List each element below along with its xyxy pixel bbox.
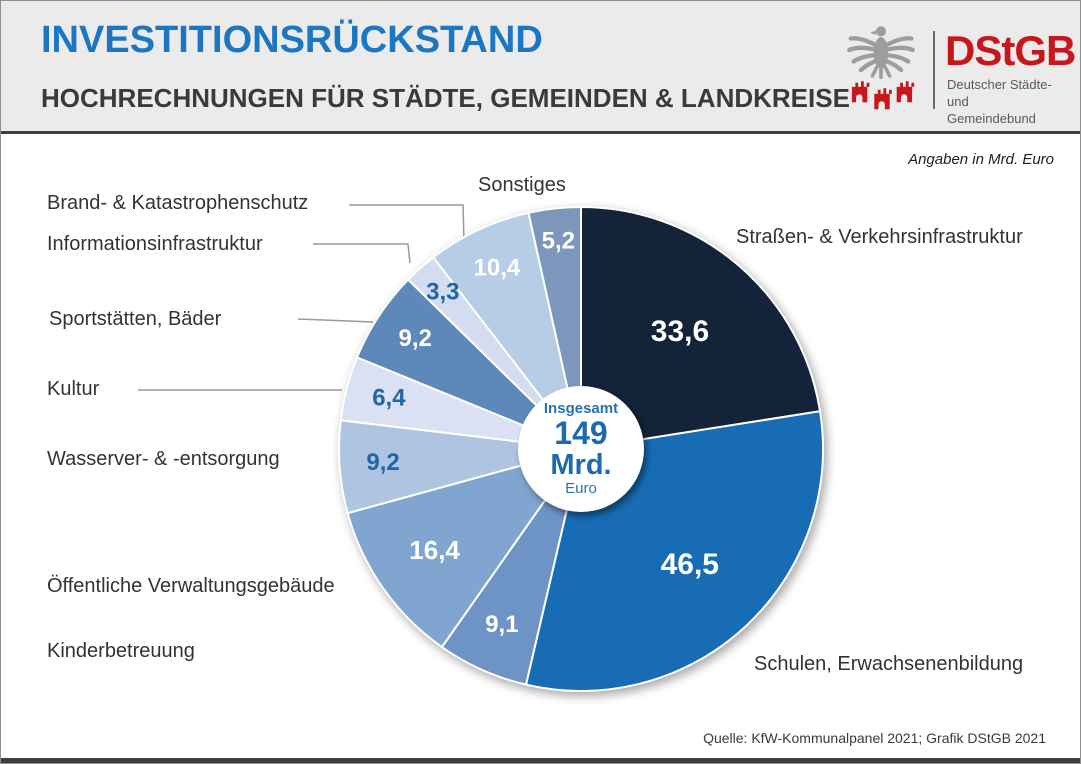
slice-value-label: 10,4 [474, 255, 521, 282]
page-subtitle: HOCHRECHNUNGEN FÜR STÄDTE, GEMEINDEN & L… [41, 83, 850, 113]
category-label-kinderbetreuung: Kinderbetreuung [47, 640, 195, 662]
bundesadler-icon [847, 26, 915, 79]
header: INVESTITIONSRÜCKSTAND HOCHRECHNUNGEN FÜR… [1, 1, 1080, 134]
slice-value-label: 16,4 [409, 535, 460, 565]
center-total-unit: Mrd. [550, 449, 612, 482]
slice-value-label: 9,2 [366, 449, 399, 476]
logo-divider [933, 31, 935, 109]
leader-line [297, 318, 374, 323]
center-total-currency: Euro [565, 479, 597, 497]
logo-org-name: Deutscher Städte- und Gemeindebund [947, 77, 1052, 128]
center-total-value: 149 [554, 415, 608, 452]
category-label-brandschutz: Brand- & Katastrophenschutz [47, 192, 309, 214]
slice-value-label: 9,2 [399, 325, 432, 352]
slice-value-label: 9,1 [485, 611, 518, 638]
category-label-schulen: Schulen, Erwachsenenbildung [754, 653, 1024, 675]
logo-wordmark: DStGB [945, 27, 1076, 74]
page-title: INVESTITIONSRÜCKSTAND [41, 19, 543, 61]
slice-value-label: 3,3 [426, 279, 459, 306]
category-label-kultur: Kultur [47, 378, 100, 400]
category-label-verwaltungsgebaeude: Öffentliche Verwaltungsgebäude [47, 575, 335, 597]
units-note: Angaben in Mrd. Euro [908, 151, 1054, 168]
leader-line [349, 204, 465, 243]
pie-slice-1 [580, 206, 822, 450]
category-label-sonstiges: Sonstiges [478, 174, 566, 196]
slice-value-label: 33,6 [651, 315, 709, 348]
category-label-wasserversorgung: Wasserver- & -entsorgung [47, 448, 280, 470]
bottom-bar [1, 758, 1080, 763]
category-label-sportstaetten: Sportstätten, Bäder [49, 308, 222, 330]
center-total-caption: Insgesamt [543, 399, 619, 417]
leader-line [313, 243, 411, 264]
source-note: Quelle: KfW-Kommunalpanel 2021; Grafik D… [703, 730, 1046, 746]
category-label-informationsinfrastruktur: Informationsinfrastruktur [47, 233, 263, 255]
category-label-strassen: Straßen- & Verkehrsinfrastruktur [736, 226, 1023, 248]
pie-slice-4 [346, 448, 582, 649]
donut-center: Insgesamt 149 Mrd. Euro [518, 386, 644, 512]
dstgb-logo: DStGB Deutscher Städte- und Gemeindebund [837, 21, 1076, 126]
city-towers-icon [851, 81, 915, 110]
logo-org-line2: und Gemeindebund [947, 93, 1036, 126]
logo-org-line1: Deutscher Städte- [947, 77, 1052, 92]
slice-value-label: 6,4 [372, 385, 406, 412]
pie-slice-9 [432, 211, 582, 450]
slice-value-label: 46,5 [661, 548, 719, 581]
slice-value-label: 5,2 [542, 227, 575, 254]
